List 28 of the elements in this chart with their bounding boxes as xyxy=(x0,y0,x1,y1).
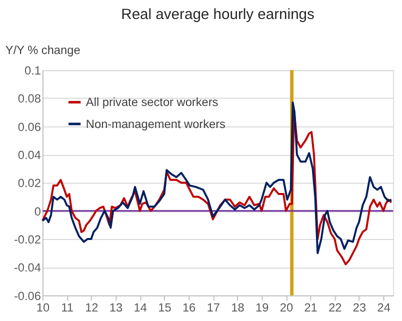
x-tick-label: 18 xyxy=(231,300,245,315)
y-tick-label: 0.06 xyxy=(18,120,42,134)
y-axis-title: Y/Y % change xyxy=(5,42,81,57)
x-tick-label: 12 xyxy=(85,300,98,315)
y-tick-label: 0.1 xyxy=(24,64,42,78)
x-tick-label: 22 xyxy=(328,300,342,315)
x-tick-label: 14 xyxy=(134,300,148,315)
x-tick-label: 10 xyxy=(36,300,50,315)
x-tick-label: 24 xyxy=(377,300,391,315)
y-tick-label: 0 xyxy=(34,204,42,218)
legend-label: All private sector workers xyxy=(86,95,218,110)
y-tick-label: 0.02 xyxy=(18,176,41,190)
y-tick-label: -0.06 xyxy=(14,288,42,303)
x-tick-label: 11 xyxy=(61,300,74,315)
chart-title: Real average hourly earnings xyxy=(121,6,314,23)
y-tick-label: -0.02 xyxy=(14,232,41,246)
x-tick-label: 13 xyxy=(109,300,124,315)
y-tick-label: 0.04 xyxy=(18,148,42,162)
y-tick-label: 0.08 xyxy=(18,92,42,106)
x-tick-label: 20 xyxy=(280,300,294,315)
legend-label: Non-management workers xyxy=(86,116,226,131)
x-tick-label: 21 xyxy=(304,300,318,315)
x-tick-label: 15 xyxy=(158,300,172,315)
y-tick-label: -0.04 xyxy=(14,260,42,275)
x-tick-label: 23 xyxy=(352,300,367,315)
x-tick-label: 16 xyxy=(182,300,196,315)
x-tick-label: 17 xyxy=(206,300,220,315)
x-tick-label: 19 xyxy=(256,300,270,315)
